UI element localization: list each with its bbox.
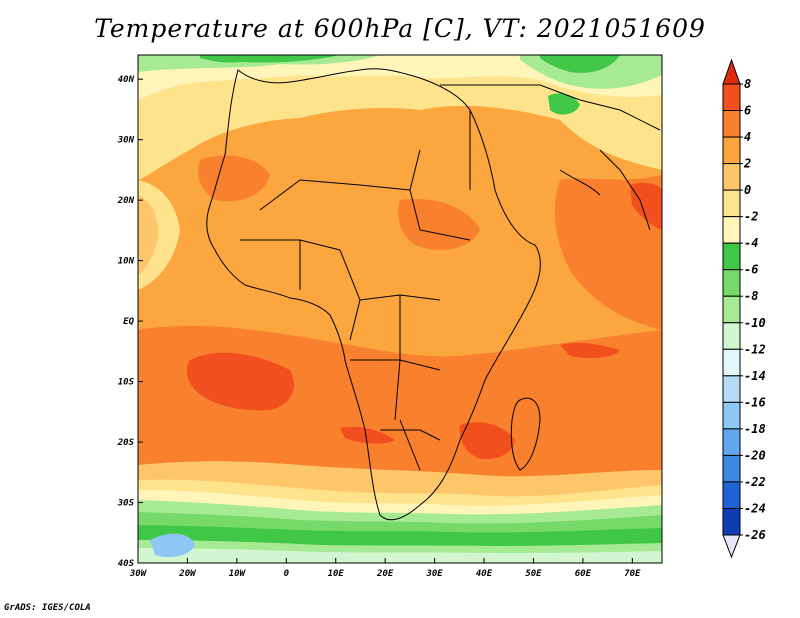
lat-tick-label: 30N	[117, 136, 135, 146]
colorbar-swatch	[722, 348, 741, 377]
colorbar-label: 0	[744, 183, 751, 197]
lat-tick-label: EQ	[123, 317, 134, 327]
colorbar-swatch	[722, 322, 741, 350]
lat-tick-label: 30S	[117, 499, 135, 509]
colorbar-top-arrow	[722, 58, 741, 85]
longitude-axis: 30W 20W 10W 0 10E 20E 30E 40E 50E 60E 70E	[129, 558, 641, 579]
map-frame	[137, 54, 663, 564]
colorbar-swatch	[722, 189, 741, 218]
colorbar-label: -8	[744, 289, 758, 303]
lon-tick-label: 70E	[624, 569, 641, 579]
colorbar-label: -2	[744, 210, 758, 224]
colorbar-label: -12	[744, 342, 766, 356]
colorbar-swatch	[722, 110, 741, 138]
colorbar-label: -18	[744, 422, 766, 436]
colorbar-label: 2	[743, 157, 751, 171]
colorbar-label: -20	[744, 448, 766, 462]
colorbar-swatch	[722, 481, 741, 509]
latitude-axis: 40N 30N 20N 10N EQ 10S 20S 30S 40S	[117, 75, 143, 569]
colorbar-label: -10	[744, 316, 766, 330]
colorbar-label: -4	[744, 236, 758, 250]
lon-tick-label: 30W	[129, 569, 148, 579]
lon-tick-label: 10E	[328, 569, 345, 579]
colorbar-bottom-arrow	[722, 534, 741, 559]
colorbar-label: -24	[744, 501, 766, 515]
lat-tick-label: 10S	[118, 378, 135, 388]
colorbar-swatch	[722, 216, 741, 244]
colorbar-swatch	[722, 454, 741, 483]
lon-tick-label: 0	[284, 569, 290, 579]
lon-tick-label: 50E	[525, 569, 542, 579]
colorbar-label: 6	[744, 104, 751, 118]
colorbar-label: -26	[744, 528, 766, 542]
colorbar-swatch	[722, 269, 741, 297]
colorbar-swatch	[722, 507, 741, 536]
lon-tick-label: 20E	[376, 569, 394, 579]
colorbar-swatch	[722, 163, 741, 191]
colorbar-label: -16	[744, 395, 766, 409]
map-title: Temperature at 600hPa [C], VT: 202105160…	[94, 14, 706, 43]
colorbar-swatch	[722, 428, 741, 456]
lon-tick-label: 10W	[229, 569, 247, 579]
grads-credit: GrADS: IGES/COLA	[4, 603, 91, 613]
colorbar-swatch	[722, 242, 741, 271]
lon-tick-label: 40E	[476, 569, 493, 579]
lat-tick-label: 20S	[117, 438, 135, 448]
colorbar-swatch	[722, 83, 741, 112]
lon-tick-label: 60E	[575, 569, 592, 579]
lat-tick-label: 20N	[117, 196, 135, 206]
lat-tick-label: 40N	[118, 75, 135, 85]
colorbar-label: 8	[744, 77, 751, 91]
colorbar-label: -6	[744, 263, 758, 277]
coastlines	[206, 68, 661, 521]
lat-tick-label: 40S	[118, 559, 135, 569]
colorbar-label: 4	[744, 130, 751, 144]
colorbar: 8 6 4 2 0 -2 -4 -6 -8 -10 -12 -14 -16 -18 -20 -22 -24 -26	[722, 58, 766, 559]
lon-tick-label: 30E	[425, 569, 443, 579]
colorbar-label: -14	[744, 369, 766, 383]
colorbar-swatch	[722, 401, 741, 430]
lat-tick-label: 10N	[118, 257, 135, 267]
colorbar-swatch	[722, 375, 741, 403]
lon-tick-label: 20W	[178, 569, 197, 579]
colorbar-label: -22	[744, 475, 766, 489]
colorbar-swatch	[722, 136, 741, 165]
colorbar-swatch	[722, 295, 741, 324]
